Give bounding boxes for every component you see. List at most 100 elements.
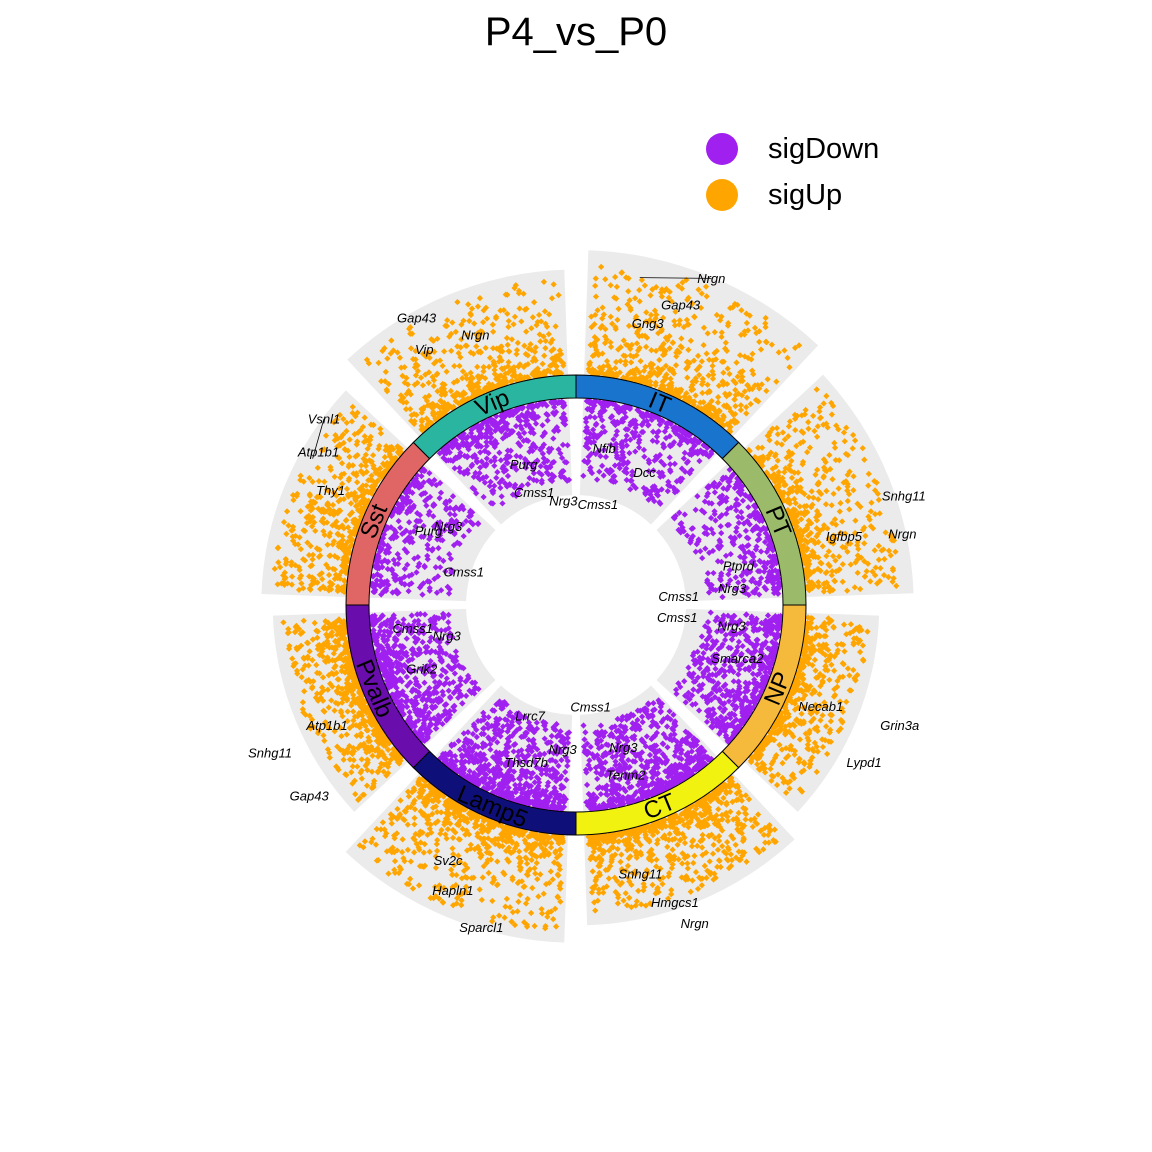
point-up-it — [627, 359, 635, 366]
point-up-it — [614, 316, 621, 324]
point-up-it — [659, 366, 666, 373]
legend-item-sigup: sigUp — [706, 172, 936, 218]
point-up-it — [699, 375, 706, 382]
point-up-it — [700, 399, 707, 406]
point-up-it — [592, 293, 600, 300]
point-up-it — [698, 358, 705, 365]
point-up-it — [724, 380, 731, 388]
point-up-it — [698, 290, 705, 297]
point-up-it — [594, 349, 601, 356]
point-up-it — [613, 283, 620, 290]
point-up-it — [700, 342, 707, 349]
point-up-it — [613, 370, 620, 378]
point-up-it — [752, 396, 760, 404]
point-up-it — [762, 314, 769, 322]
point-up-it — [738, 392, 746, 399]
point-up-it — [608, 369, 615, 376]
point-up-it — [603, 358, 611, 365]
point-up-it — [739, 368, 746, 375]
point-up-it — [673, 353, 680, 360]
point-up-it — [586, 360, 593, 367]
point-up-it — [620, 337, 627, 344]
point-up-it — [691, 314, 698, 321]
point-up-it — [738, 307, 745, 314]
point-up-it — [668, 379, 675, 386]
legend-item-sigdown: sigDown — [706, 126, 936, 172]
point-up-it — [737, 406, 744, 414]
point-up-it — [717, 317, 724, 324]
point-up-it — [718, 333, 725, 341]
legend-swatch-sigup — [706, 179, 738, 211]
point-up-it — [731, 396, 738, 403]
point-up-it — [704, 381, 711, 388]
point-up-it — [672, 362, 680, 369]
point-up-it — [773, 378, 780, 385]
point-up-it — [667, 375, 674, 382]
point-up-it — [733, 359, 740, 366]
legend: sigDown sigUp — [706, 126, 936, 218]
point-up-it — [647, 311, 655, 319]
point-up-it — [750, 371, 757, 378]
point-up-it — [679, 279, 686, 286]
point-up-it — [671, 322, 679, 329]
point-up-it — [620, 352, 627, 359]
point-up-it — [696, 371, 703, 379]
point-up-it — [683, 316, 691, 324]
point-up-it — [588, 313, 595, 320]
point-up-it — [590, 369, 598, 376]
point-up-it — [625, 288, 632, 295]
legend-label-sigup: sigUp — [768, 178, 843, 211]
chart-title: P4_vs_P0 — [484, 10, 668, 54]
point-up-it — [711, 329, 718, 336]
point-up-it — [636, 344, 643, 352]
point-up-it — [690, 357, 698, 364]
point-up-it — [604, 362, 612, 369]
point-up-it — [622, 361, 629, 368]
point-up-it — [684, 363, 691, 371]
point-up-it — [709, 362, 716, 370]
point-up-it — [714, 399, 722, 406]
point-up-it — [684, 358, 691, 365]
point-up-it — [600, 311, 607, 318]
point-up-it — [627, 345, 634, 352]
point-up-it — [743, 394, 751, 401]
point-up-it — [598, 263, 605, 270]
point-up-it — [631, 323, 638, 330]
point-up-it — [648, 347, 655, 354]
point-up-it — [666, 345, 673, 352]
point-up-it — [688, 383, 695, 391]
point-up-it — [792, 344, 799, 351]
point-up-it — [726, 370, 733, 378]
point-up-it — [653, 323, 660, 330]
point-up-it — [712, 356, 720, 363]
point-up-it — [685, 346, 692, 353]
legend-swatch-sigdown — [706, 133, 738, 165]
point-up-it — [751, 324, 759, 331]
point-up-it — [615, 305, 622, 312]
point-up-it — [704, 330, 711, 337]
point-up-it — [757, 346, 765, 353]
point-up-it — [763, 339, 770, 346]
point-up-it — [649, 361, 657, 368]
point-up-it — [685, 321, 692, 328]
point-up-it — [612, 325, 619, 333]
point-up-it — [786, 364, 793, 371]
point-up-it — [668, 298, 675, 305]
sector-up-pt — [744, 374, 914, 597]
point-up-it — [675, 282, 682, 290]
point-up-it — [652, 315, 659, 322]
point-up-it — [715, 407, 722, 414]
point-up-it — [637, 358, 644, 365]
point-up-it — [694, 352, 702, 360]
point-up-it — [665, 294, 672, 301]
point-up-it — [592, 275, 599, 282]
point-up-it — [597, 368, 604, 375]
point-up-it — [659, 378, 666, 385]
point-up-it — [725, 320, 732, 327]
legend-label-sigdown: sigDown — [768, 132, 880, 165]
sector-up-ct — [584, 773, 795, 926]
point-up-it — [743, 403, 750, 411]
point-up-it — [747, 400, 754, 408]
point-up-it — [720, 412, 727, 419]
